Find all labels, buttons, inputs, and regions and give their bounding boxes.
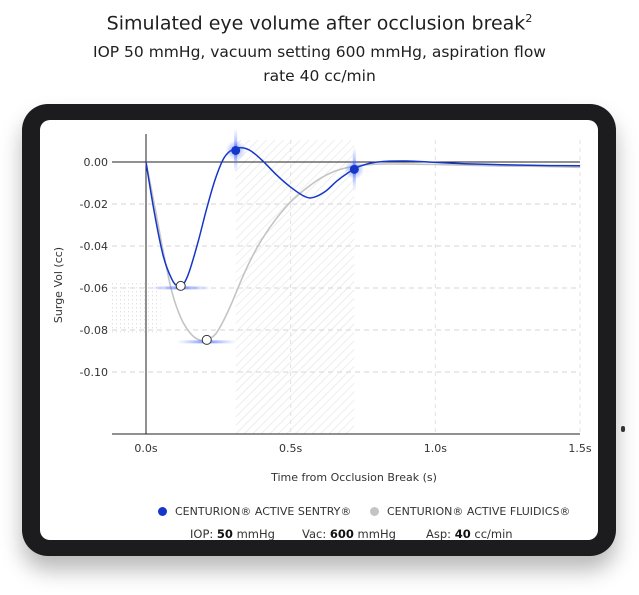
filled-marker [349,164,359,174]
surge-volume-chart: 0.00 -0.02 -0.04 -0.06 -0.08 -0.10 0.0s 0.5s 1.… [52,128,592,484]
occlusion-recovery-region [235,140,355,434]
x-tick-label: 0.0s [134,442,157,455]
iop-unit: mmHg [236,527,275,540]
tablet-side-button [621,426,625,432]
filled-marker [231,145,241,155]
legend-label-active-fluidics: CENTURION® ACTIVE FLUIDICS® [387,505,571,518]
vac-unit: mmHg [357,527,396,540]
iop-label: IOP: [190,527,214,540]
asp-value: 40 [454,527,471,540]
series-line-active-fluidics [145,161,581,342]
y-tick-label: -0.04 [80,240,108,253]
legend-label-active-sentry: CENTURION® ACTIVE SENTRY® [175,505,352,518]
x-tick-label: 1.0s [424,442,447,455]
open-marker [201,334,212,345]
series-lines [145,146,581,342]
legend-dot-gray [370,507,379,516]
asp-label: Asp: [426,527,452,540]
y-tick-label: 0.00 [84,156,109,169]
title-block: Simulated eye volume after occlusion bre… [0,6,639,88]
vac-value: 600 [329,527,354,540]
x-tick-label: 0.5s [279,442,302,455]
y-tick-labels: 0.00 -0.02 -0.04 -0.06 -0.08 -0.10 [80,156,108,379]
setting-vac: Vac: 600 mmHg [302,527,396,540]
series-markers [150,128,365,345]
x-tick-labels: 0.0s 0.5s 1.0s 1.5s [134,442,591,455]
iop-value: 50 [216,527,233,540]
x-axis-label: Time from Occlusion Break (s) [270,471,437,484]
dotted-fill-area [112,283,161,333]
y-tick-label: -0.10 [80,366,108,379]
tablet-screen: 0.00 -0.02 -0.04 -0.06 -0.08 -0.10 0.0s 0.5s 1.… [40,120,598,540]
legend-item-active-fluidics: CENTURION® ACTIVE FLUIDICS® [370,505,570,518]
chart-title: Simulated eye volume after occlusion bre… [0,6,639,36]
asp-unit: cc/min [474,527,513,540]
y-axis-label: Surge Vol (cc) [52,247,65,323]
x-tick-label: 1.5s [568,442,591,455]
vac-label: Vac: [302,527,327,540]
y-tick-label: -0.06 [80,282,108,295]
legend-dot-blue [158,507,167,516]
title-footnote: 2 [525,12,533,25]
chart-title-text: Simulated eye volume after occlusion bre… [106,12,526,35]
setting-iop: IOP: 50 mmHg [190,527,275,540]
setting-asp: Asp: 40 cc/min [426,527,513,540]
open-marker [175,280,186,291]
grid-lines [112,140,581,434]
legend-item-active-sentry: CENTURION® ACTIVE SENTRY® [158,505,351,518]
chart-subtitle: IOP 50 mmHg, vacuum setting 600 mmHg, as… [93,43,546,86]
y-tick-label: -0.08 [80,324,108,337]
y-tick-label: -0.02 [80,198,108,211]
tablet-frame: 0.00 -0.02 -0.04 -0.06 -0.08 -0.10 0.0s 0.5s 1.… [22,104,625,556]
